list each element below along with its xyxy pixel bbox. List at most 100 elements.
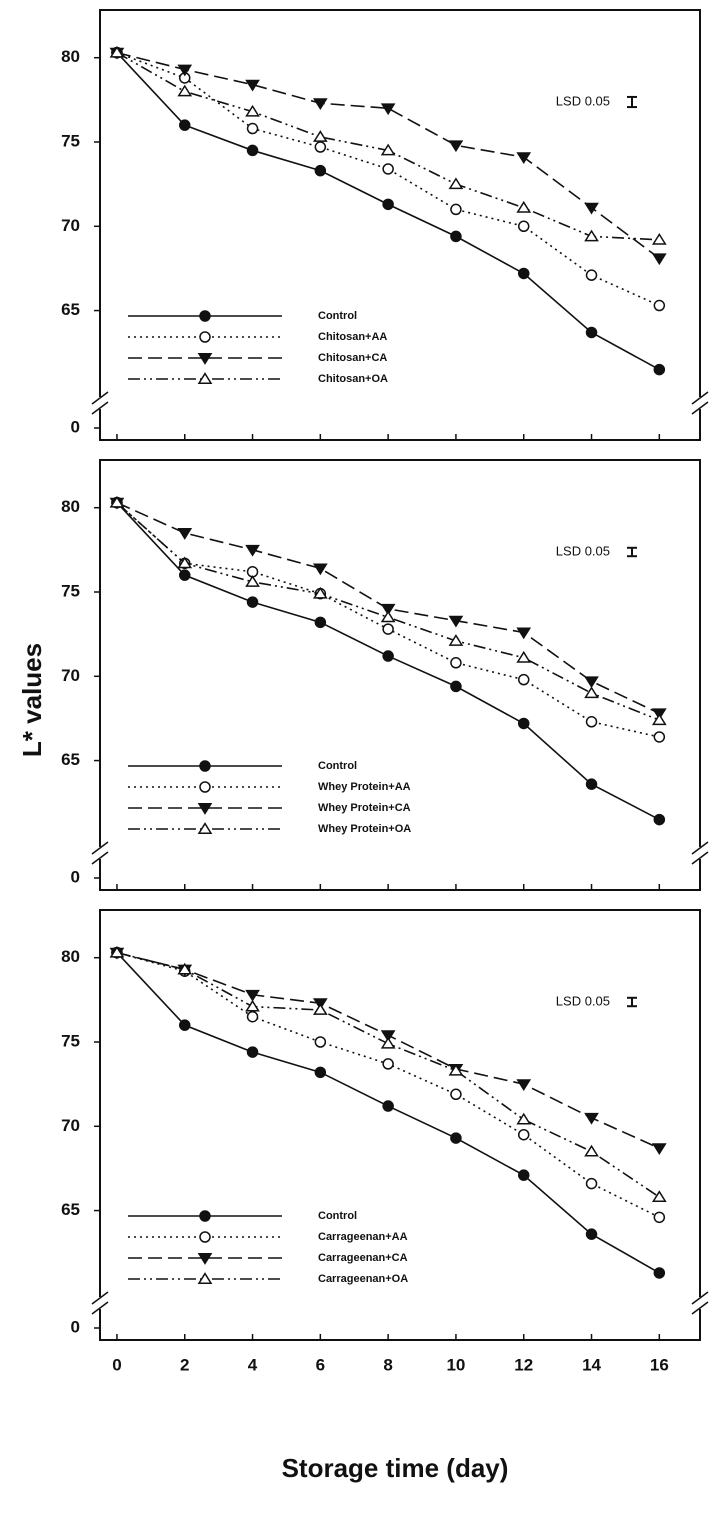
marker bbox=[517, 267, 530, 280]
legend-marker bbox=[197, 1253, 213, 1265]
marker bbox=[516, 152, 532, 164]
axis-break bbox=[91, 401, 109, 415]
legend-label: Carrageenan+OA bbox=[318, 1273, 408, 1285]
x-tick-label: 10 bbox=[446, 1355, 465, 1374]
marker bbox=[312, 130, 328, 142]
legend-marker bbox=[199, 1231, 211, 1243]
marker bbox=[178, 569, 191, 581]
marker bbox=[380, 1036, 396, 1049]
marker bbox=[517, 220, 530, 233]
x-tick-label: 12 bbox=[514, 1355, 533, 1374]
plot-frame bbox=[99, 9, 701, 441]
y-tick-label: 70 bbox=[61, 216, 80, 235]
marker bbox=[109, 45, 125, 58]
marker bbox=[382, 1058, 394, 1070]
marker bbox=[312, 563, 328, 576]
marker bbox=[109, 945, 125, 958]
marker bbox=[382, 623, 394, 635]
marker bbox=[177, 962, 193, 975]
marker bbox=[382, 198, 394, 211]
axis-break-gap bbox=[92, 397, 108, 409]
axis-break-gap bbox=[692, 1297, 708, 1309]
marker bbox=[653, 1267, 666, 1279]
marker bbox=[517, 717, 530, 730]
annotation: LSD 0.05 bbox=[556, 993, 610, 1008]
axis-break bbox=[691, 851, 709, 865]
marker bbox=[245, 575, 260, 587]
marker bbox=[380, 603, 396, 616]
marker bbox=[450, 1088, 462, 1101]
marker bbox=[585, 778, 598, 790]
marker bbox=[314, 1066, 327, 1079]
y-tick-label: 65 bbox=[61, 300, 80, 319]
series-line bbox=[116, 951, 660, 1198]
axis-break-gap bbox=[92, 847, 108, 859]
marker bbox=[380, 1030, 396, 1043]
legend-label: Control bbox=[318, 760, 357, 772]
marker bbox=[177, 64, 193, 77]
legend-marker bbox=[199, 310, 211, 322]
marker bbox=[584, 229, 599, 242]
marker bbox=[245, 989, 260, 1002]
series-line bbox=[116, 951, 660, 1149]
y-tick-label: 0 bbox=[71, 1317, 80, 1336]
marker bbox=[584, 1144, 599, 1157]
y-tick-label: 75 bbox=[61, 131, 80, 150]
legend-label: Whey Protein+AA bbox=[318, 781, 411, 793]
marker bbox=[246, 1046, 259, 1058]
plot-frame bbox=[99, 459, 701, 891]
legend-label: Chitosan+CA bbox=[318, 352, 387, 364]
marker bbox=[448, 177, 464, 190]
y-tick-label: 70 bbox=[61, 666, 80, 685]
marker bbox=[314, 141, 327, 153]
y-axis-label: L* values bbox=[17, 643, 47, 757]
x-axis-label: Storage time (day) bbox=[282, 1453, 509, 1483]
y-tick-label: 0 bbox=[71, 867, 80, 886]
y-tick-label: 80 bbox=[61, 947, 80, 966]
marker bbox=[584, 202, 599, 215]
axis-break bbox=[91, 841, 109, 855]
y-tick-label: 80 bbox=[61, 497, 80, 516]
marker bbox=[246, 596, 259, 608]
marker bbox=[314, 164, 327, 177]
legend-marker bbox=[197, 1272, 213, 1284]
marker bbox=[584, 686, 599, 699]
marker bbox=[246, 1010, 259, 1023]
marker bbox=[584, 676, 599, 689]
axis-break bbox=[91, 851, 109, 865]
marker bbox=[314, 1036, 327, 1048]
marker bbox=[653, 363, 666, 376]
y-tick-label: 70 bbox=[61, 1116, 80, 1135]
marker bbox=[517, 673, 530, 686]
marker bbox=[653, 1211, 666, 1224]
marker bbox=[653, 299, 666, 312]
axis-break bbox=[691, 841, 709, 855]
marker bbox=[380, 103, 396, 116]
marker bbox=[177, 528, 193, 540]
marker bbox=[312, 1003, 328, 1015]
marker bbox=[382, 163, 394, 175]
marker bbox=[651, 1190, 667, 1203]
axis-break bbox=[91, 391, 109, 405]
marker bbox=[448, 140, 464, 153]
legend-marker bbox=[197, 803, 213, 815]
series-line bbox=[116, 51, 660, 307]
marker bbox=[380, 143, 396, 156]
marker bbox=[245, 104, 260, 117]
marker bbox=[448, 1063, 464, 1076]
y-tick-label: 75 bbox=[61, 1031, 80, 1050]
annotation: LSD 0.05 bbox=[556, 543, 610, 558]
y-tick-label: 80 bbox=[61, 47, 80, 66]
marker bbox=[516, 1112, 532, 1125]
marker bbox=[178, 119, 191, 131]
legend-label: Carrageenan+CA bbox=[318, 1252, 408, 1264]
marker bbox=[246, 144, 259, 157]
axis-break bbox=[691, 401, 709, 415]
marker bbox=[177, 84, 193, 97]
legend-label: Chitosan+AA bbox=[318, 331, 387, 343]
marker bbox=[516, 1079, 532, 1091]
marker bbox=[653, 813, 666, 826]
marker bbox=[516, 200, 532, 213]
x-tick-label: 2 bbox=[180, 1355, 189, 1374]
